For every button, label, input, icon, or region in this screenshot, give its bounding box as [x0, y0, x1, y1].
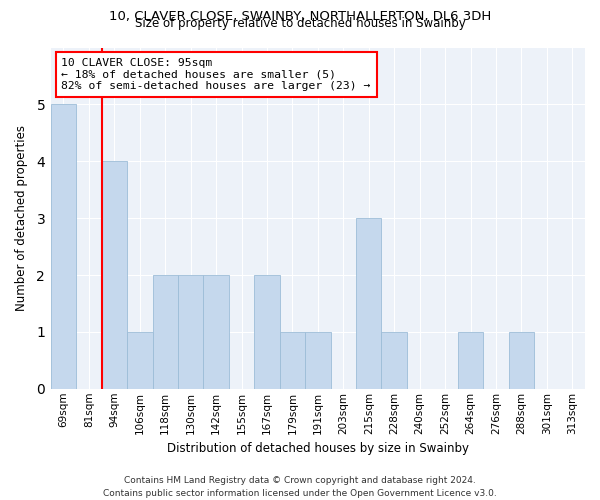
- X-axis label: Distribution of detached houses by size in Swainby: Distribution of detached houses by size …: [167, 442, 469, 455]
- Bar: [458, 332, 483, 389]
- Bar: [152, 275, 178, 389]
- Text: Size of property relative to detached houses in Swainby: Size of property relative to detached ho…: [134, 18, 466, 30]
- Text: Contains HM Land Registry data © Crown copyright and database right 2024.
Contai: Contains HM Land Registry data © Crown c…: [103, 476, 497, 498]
- Bar: [509, 332, 534, 389]
- Bar: [127, 332, 152, 389]
- Bar: [51, 104, 76, 389]
- Bar: [280, 332, 305, 389]
- Text: 10 CLAVER CLOSE: 95sqm
← 18% of detached houses are smaller (5)
82% of semi-deta: 10 CLAVER CLOSE: 95sqm ← 18% of detached…: [61, 58, 371, 91]
- Bar: [203, 275, 229, 389]
- Bar: [382, 332, 407, 389]
- Text: 10, CLAVER CLOSE, SWAINBY, NORTHALLERTON, DL6 3DH: 10, CLAVER CLOSE, SWAINBY, NORTHALLERTON…: [109, 10, 491, 23]
- Bar: [178, 275, 203, 389]
- Bar: [254, 275, 280, 389]
- Bar: [356, 218, 382, 389]
- Bar: [305, 332, 331, 389]
- Bar: [101, 162, 127, 389]
- Y-axis label: Number of detached properties: Number of detached properties: [15, 125, 28, 311]
